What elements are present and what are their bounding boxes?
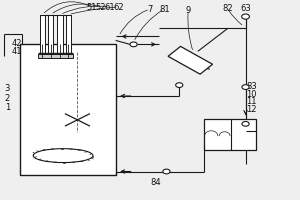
Bar [20, 44, 116, 175]
Text: 2: 2 [4, 94, 10, 103]
Text: 84: 84 [151, 178, 161, 187]
Text: 9: 9 [186, 6, 191, 15]
Circle shape [163, 169, 170, 174]
Circle shape [242, 14, 249, 19]
Circle shape [176, 83, 183, 87]
Text: 42: 42 [12, 39, 22, 48]
Text: 83: 83 [246, 82, 257, 91]
Bar [57, 15, 63, 54]
Bar [48, 15, 53, 54]
Circle shape [130, 42, 137, 47]
Text: 82: 82 [222, 4, 233, 13]
Text: 61: 61 [104, 3, 115, 12]
Text: 63: 63 [240, 4, 251, 13]
Bar [38, 54, 73, 58]
Text: 12: 12 [246, 105, 257, 114]
Bar [66, 15, 71, 54]
Circle shape [242, 121, 249, 126]
Bar [204, 119, 256, 150]
Text: 10: 10 [246, 90, 257, 99]
Text: 52: 52 [95, 3, 106, 12]
Text: 11: 11 [246, 97, 257, 106]
Bar [40, 15, 45, 54]
Bar [168, 46, 213, 74]
Text: 51: 51 [86, 3, 97, 12]
Text: 41: 41 [12, 47, 22, 56]
Text: 7: 7 [147, 5, 153, 14]
Circle shape [242, 85, 249, 89]
Text: 3: 3 [4, 84, 10, 93]
Text: 81: 81 [159, 5, 169, 14]
Text: 1: 1 [4, 103, 10, 112]
Text: 62: 62 [113, 3, 124, 12]
